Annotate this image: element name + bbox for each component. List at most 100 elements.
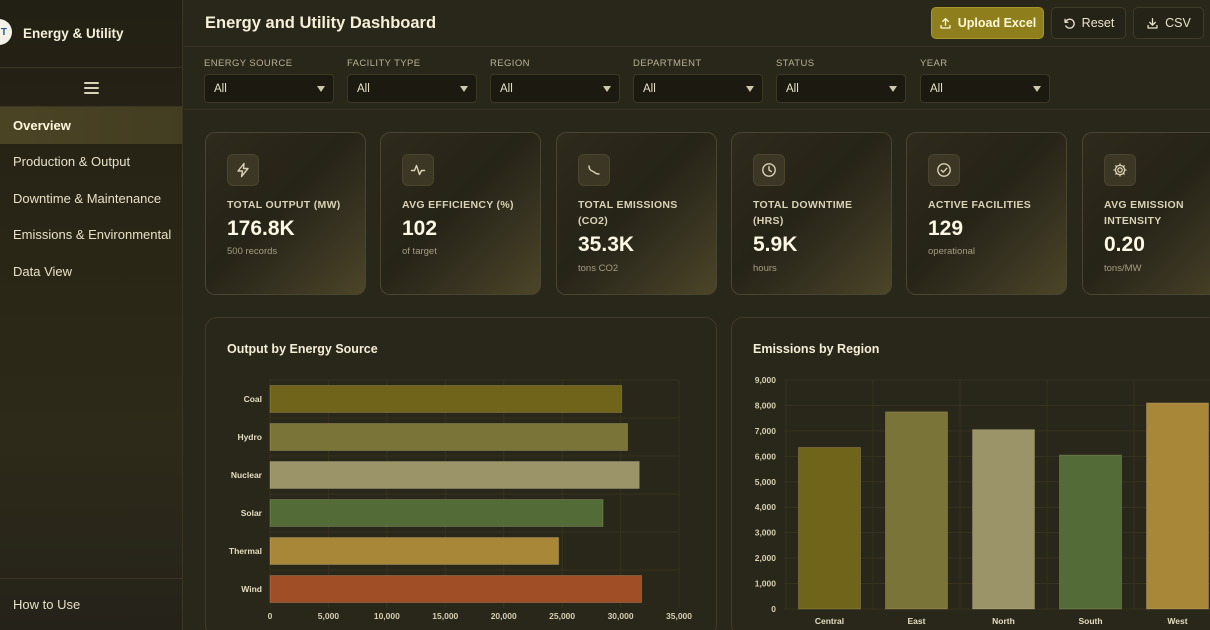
filter-facility-type: FACILITY TYPE All: [347, 58, 477, 103]
bar-wind: [269, 575, 643, 603]
select-value: All: [500, 82, 513, 95]
category-label: Solar: [241, 508, 263, 518]
menu-toggle-button[interactable]: [0, 68, 182, 107]
filter-label: DEPARTMENT: [633, 58, 702, 69]
filter-energy-source: ENERGY SOURCE All: [204, 58, 334, 103]
csv-download-button[interactable]: CSV: [1133, 7, 1204, 39]
caret-down-icon: [603, 86, 611, 92]
kpi-card-avg-emission-intensity: AVG EMISSION INTENSITY 0.20 tons/MW: [1082, 132, 1210, 295]
filter-label: YEAR: [920, 58, 948, 69]
filter-status: STATUS All: [776, 58, 906, 103]
energy-source-select[interactable]: All: [204, 74, 334, 103]
kpi-subtext: operational: [928, 246, 976, 257]
upload-icon: [940, 17, 951, 29]
category-label: South: [1078, 616, 1102, 626]
y-tick-label: 1,000: [755, 579, 777, 589]
clock-icon: [753, 154, 785, 186]
kpi-subtext: 500 records: [227, 246, 278, 257]
kpi-card-total-emissions: TOTAL EMISSIONS (CO2) 35.3K tons CO2: [556, 132, 717, 295]
kpi-subtext: tons CO2: [578, 263, 619, 274]
bar-east: [885, 411, 948, 610]
category-label: East: [908, 616, 926, 626]
kpi-label: TOTAL OUTPUT (MW): [227, 199, 341, 211]
category-label: Central: [815, 616, 844, 626]
x-tick-label: 35,000: [666, 611, 692, 621]
emissions-by-region-panel: Emissions by Region 0 1,000 2,000 3,000 4,00…: [731, 317, 1210, 630]
kpi-card-total-output: TOTAL OUTPUT (MW) 176.8K 500 records: [205, 132, 366, 295]
output-by-energy-source-chart: 0 5,000 10,000 15,000 20,000 25,000 30,000 35,0…: [229, 379, 692, 621]
csv-label: CSV: [1165, 16, 1191, 30]
x-tick-label: 0: [268, 611, 273, 621]
bar-hydro: [269, 423, 629, 451]
bar-north: [972, 429, 1035, 610]
category-label: Wind: [241, 584, 262, 594]
select-value: All: [214, 82, 227, 95]
bar-solar: [269, 499, 604, 527]
category-label: Hydro: [237, 432, 262, 442]
kpi-value: 0.20: [1104, 233, 1145, 256]
kpi-value: 176.8K: [227, 217, 295, 240]
category-label: West: [1167, 616, 1187, 626]
lightning-icon: [227, 154, 259, 186]
bar-nuclear: [269, 461, 640, 489]
x-tick-label: 30,000: [608, 611, 634, 621]
y-tick-label: 7,000: [755, 426, 777, 436]
chart-title: Output by Energy Source: [227, 342, 378, 356]
how-to-use-link[interactable]: How to Use: [0, 578, 182, 630]
reset-icon: [1064, 18, 1075, 29]
kpi-value: 102: [402, 217, 438, 240]
kpi-label: ACTIVE FACILITIES: [928, 199, 1032, 211]
activity-icon: [402, 154, 434, 186]
kpi-subtext: tons/MW: [1104, 263, 1142, 274]
y-tick-label: 5,000: [755, 477, 777, 487]
caret-down-icon: [460, 86, 468, 92]
kpi-card-active-facilities: ACTIVE FACILITIES 129 operational: [906, 132, 1067, 295]
caret-down-icon: [317, 86, 325, 92]
filter-label: ENERGY SOURCE: [204, 58, 293, 69]
department-select[interactable]: All: [633, 74, 763, 103]
filter-bar: ENERGY SOURCE All FACILITY TYPE All REGI…: [184, 48, 1210, 110]
sidebar-item-emissions-environmental[interactable]: Emissions & Environmental: [13, 227, 172, 243]
sidebar-item-data-view[interactable]: Data View: [13, 263, 73, 279]
brand: T Energy & Utility: [0, 0, 182, 68]
filter-label: STATUS: [776, 58, 815, 69]
sidebar-item-overview[interactable]: Overview: [0, 107, 182, 144]
year-select[interactable]: All: [920, 74, 1050, 103]
filter-label: FACILITY TYPE: [347, 58, 421, 69]
kpi-value: 35.3K: [578, 233, 635, 256]
y-tick-label: 8,000: [755, 400, 777, 410]
region-select[interactable]: All: [490, 74, 620, 103]
x-tick-label: 5,000: [318, 611, 340, 621]
sidebar-nav: Overview Production & Output Downtime & …: [0, 107, 182, 290]
reset-button[interactable]: Reset: [1051, 7, 1126, 39]
kpi-subtext: hours: [753, 263, 777, 274]
category-label: Nuclear: [231, 470, 263, 480]
y-tick-label: 0: [771, 604, 776, 614]
kpi-label: TOTAL EMISSIONS (CO2): [578, 199, 678, 227]
select-value: All: [786, 82, 799, 95]
brand-title: Energy & Utility: [23, 26, 124, 41]
category-label: Coal: [244, 394, 262, 404]
kpi-value: 129: [928, 217, 964, 240]
category-label: Thermal: [229, 546, 262, 556]
kpi-label: TOTAL DOWNTIME (HRS): [753, 199, 853, 227]
x-tick-label: 15,000: [432, 611, 458, 621]
sidebar-item-downtime-maintenance[interactable]: Downtime & Maintenance: [13, 190, 162, 206]
bar-south: [1059, 454, 1122, 610]
upload-excel-label: Upload Excel: [957, 16, 1037, 30]
y-tick-label: 6,000: [755, 451, 777, 461]
emissions-by-region-chart: 0 1,000 2,000 3,000 4,000 5,000 6,000 7,000 8,00…: [755, 375, 1210, 626]
filter-label: REGION: [490, 58, 530, 69]
kpi-card-avg-efficiency: AVG EFFICIENCY (%) 102 of target: [380, 132, 541, 295]
facility-type-select[interactable]: All: [347, 74, 477, 103]
status-select[interactable]: All: [776, 74, 906, 103]
chart-title: Emissions by Region: [753, 342, 880, 356]
sidebar-item-production-output[interactable]: Production & Output: [13, 154, 131, 170]
kpi-label: AVG EMISSION INTENSITY: [1104, 199, 1184, 227]
sidebar: T Energy & Utility Overview Production &…: [0, 0, 183, 630]
download-icon: [1147, 17, 1158, 29]
category-label: North: [992, 616, 1015, 626]
emissions-icon: [578, 154, 610, 186]
bar-central: [798, 446, 861, 610]
upload-excel-button[interactable]: Upload Excel: [931, 7, 1044, 39]
